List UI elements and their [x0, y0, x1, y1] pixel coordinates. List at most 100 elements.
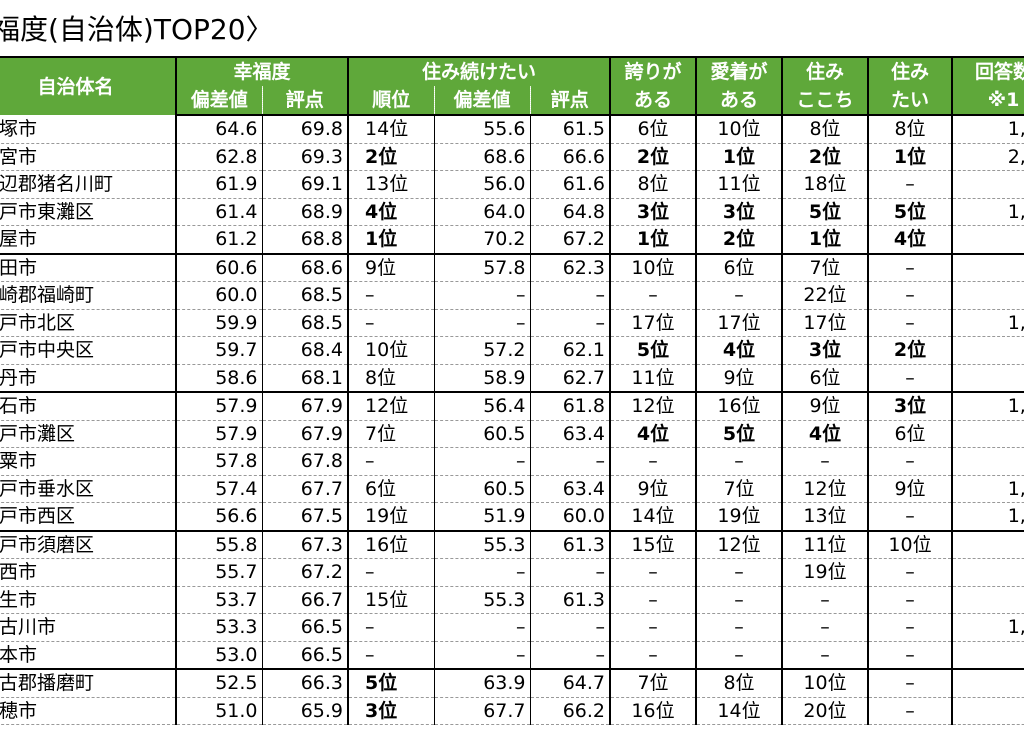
- cell-responses: 46: [951, 225, 1024, 255]
- header-municipality: 自治体名: [0, 56, 177, 115]
- cell-municipality: 芦屋市: [0, 225, 177, 255]
- header-happiness-deviation: 偏差値: [175, 86, 262, 116]
- cell-want-to-live: 6位: [867, 420, 953, 448]
- cell-responses: 1,27: [951, 613, 1024, 642]
- cell-happiness-deviation: 57.4: [175, 475, 263, 503]
- cell-keep-deviation: –: [433, 447, 531, 476]
- page-title: 福度(自治体)TOP20〉: [0, 13, 274, 46]
- cell-municipality: 神戸市垂水区: [0, 475, 177, 503]
- cell-happiness-score: 65.9: [261, 697, 349, 725]
- cell-keep-rank: 19位: [347, 502, 435, 532]
- cell-pride: 11位: [609, 364, 697, 393]
- cell-keep-score: –: [529, 309, 611, 337]
- cell-keep-score: 61.6: [529, 170, 611, 199]
- cell-living-here: 1位: [781, 225, 869, 255]
- cell-happiness-deviation: 61.2: [175, 225, 263, 255]
- cell-pride: 5位: [609, 336, 697, 365]
- cell-living-here: 9位: [781, 392, 869, 421]
- cell-attachment: 8位: [695, 669, 783, 698]
- cell-municipality: 明石市: [0, 392, 177, 421]
- header-keep-rank: 順位: [347, 86, 435, 116]
- header-row-2: 偏差値 評点 順位 偏差値 評点 ある ある ここち たい ※1: [0, 86, 1024, 116]
- cell-responses: 93: [951, 530, 1024, 559]
- cell-living-here: 13位: [781, 502, 869, 532]
- cell-keep-score: 62.3: [529, 253, 611, 282]
- cell-happiness-deviation: 64.6: [175, 115, 263, 144]
- cell-pride: 9位: [609, 475, 697, 503]
- cell-want-to-live: –: [867, 669, 953, 698]
- cell-pride: 12位: [609, 392, 697, 421]
- cell-responses: 9: [951, 586, 1024, 614]
- cell-attachment: 19位: [695, 502, 783, 532]
- cell-happiness-score: 67.9: [261, 392, 349, 421]
- cell-responses: 1,19: [951, 309, 1024, 337]
- cell-attachment: –: [695, 586, 783, 614]
- cell-pride: 15位: [609, 530, 697, 559]
- cell-happiness-deviation: 61.9: [175, 170, 263, 199]
- cell-responses: 1,39: [951, 502, 1024, 532]
- cell-keep-rank: 9位: [347, 253, 435, 282]
- cell-want-to-live: 2位: [867, 336, 953, 365]
- cell-keep-score: –: [529, 281, 611, 310]
- cell-keep-deviation: 70.2: [433, 225, 531, 255]
- cell-pride: 1位: [609, 225, 697, 255]
- cell-keep-rank: 13位: [347, 170, 435, 199]
- cell-living-here: 18位: [781, 170, 869, 199]
- cell-responses: 2,36: [951, 143, 1024, 171]
- cell-living-here: 3位: [781, 336, 869, 365]
- header-happiness: 幸福度: [174, 56, 350, 86]
- cell-living-here: 4位: [781, 420, 869, 448]
- cell-pride: –: [609, 586, 697, 614]
- cell-want-to-live: –: [867, 447, 953, 476]
- cell-happiness-deviation: 53.7: [175, 586, 263, 614]
- cell-happiness-score: 68.5: [261, 281, 349, 310]
- cell-happiness-score: 69.8: [261, 115, 349, 144]
- cell-happiness-score: 69.1: [261, 170, 349, 199]
- cell-keep-rank: 7位: [347, 420, 435, 448]
- cell-happiness-deviation: 57.8: [175, 447, 263, 476]
- cell-want-to-live: –: [867, 309, 953, 337]
- cell-keep-rank: 10位: [347, 336, 435, 365]
- cell-keep-rank: –: [347, 309, 435, 337]
- cell-pride: –: [609, 641, 697, 670]
- cell-keep-score: –: [529, 613, 611, 642]
- cell-attachment: 1位: [695, 143, 783, 171]
- header-keep-score: 評点: [529, 86, 612, 116]
- cell-attachment: 2位: [695, 225, 783, 255]
- cell-keep-rank: 6位: [347, 475, 435, 503]
- cell-municipality: 加古川市: [0, 613, 177, 642]
- cell-living-here: –: [781, 613, 869, 642]
- cell-attachment: 7位: [695, 475, 783, 503]
- cell-happiness-score: 67.8: [261, 447, 349, 476]
- cell-attachment: 6位: [695, 253, 783, 282]
- cell-want-to-live: 9位: [867, 475, 953, 503]
- cell-keep-rank: 5位: [347, 669, 435, 698]
- cell-municipality: 西宮市: [0, 143, 177, 171]
- cell-keep-deviation: 64.0: [433, 198, 531, 226]
- cell-keep-deviation: 57.8: [433, 253, 531, 282]
- header-keep-deviation: 偏差値: [433, 86, 531, 116]
- cell-pride: 2位: [609, 143, 697, 171]
- cell-living-here: –: [781, 586, 869, 614]
- cell-municipality: 赤穂市: [0, 697, 177, 725]
- cell-want-to-live: 3位: [867, 392, 953, 421]
- cell-pride: 16位: [609, 697, 697, 725]
- cell-pride: –: [609, 613, 697, 642]
- header-responses-2: ※1: [951, 86, 1024, 116]
- header-happiness-score: 評点: [261, 86, 350, 116]
- cell-keep-deviation: –: [433, 281, 531, 310]
- cell-pride: 14位: [609, 502, 697, 532]
- cell-attachment: –: [695, 281, 783, 310]
- cell-municipality: 相生市: [0, 586, 177, 614]
- cell-attachment: 11位: [695, 170, 783, 199]
- header-responses-1: 回答数: [951, 56, 1024, 86]
- cell-pride: –: [609, 447, 697, 476]
- ranking-table-body: 宝塚市64.669.814位55.661.56位10位8位8位1,14西宮市62…: [0, 115, 1024, 725]
- cell-happiness-deviation: 60.6: [175, 253, 263, 282]
